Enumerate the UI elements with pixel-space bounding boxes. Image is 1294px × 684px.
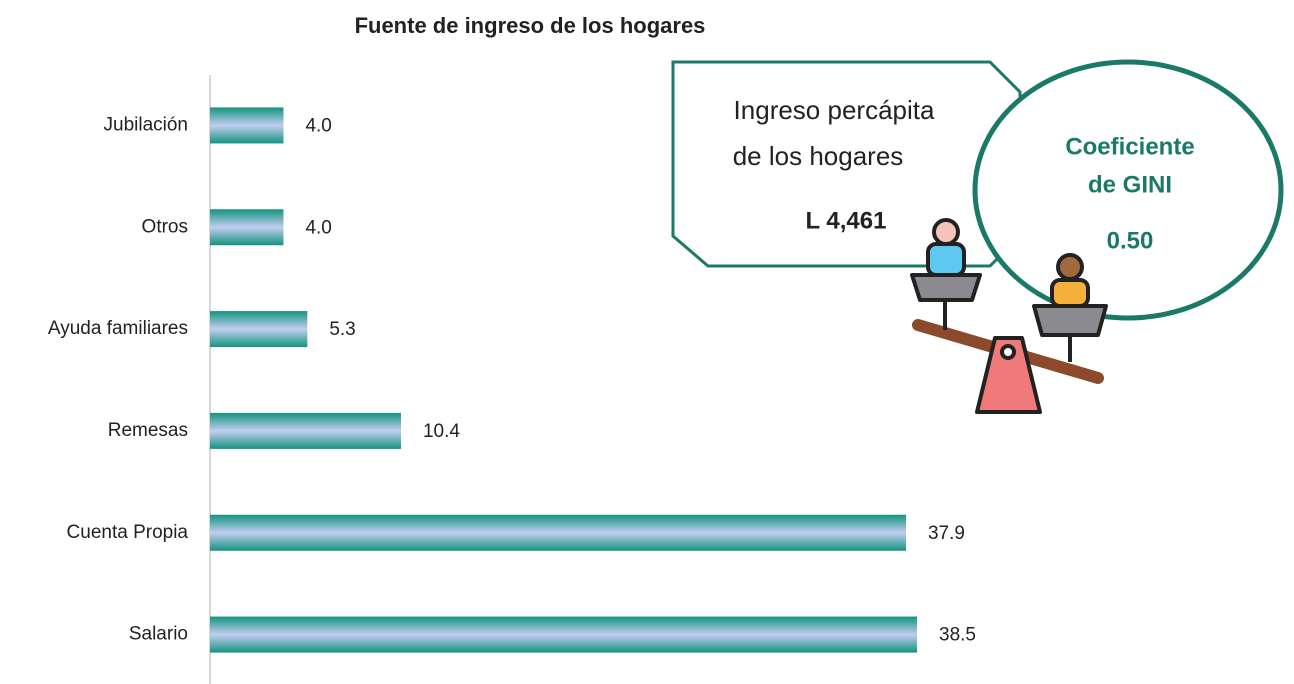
scale-icon	[910, 218, 1108, 414]
gini-text: de GINI	[1088, 171, 1172, 198]
gini-text: Coeficiente	[1065, 133, 1194, 160]
chart-title: Fuente de ingreso de los hogares	[355, 13, 706, 38]
gini-value: 0.50	[1107, 227, 1154, 254]
bar	[210, 311, 308, 348]
y-tick-label: Ayuda familiares	[48, 318, 188, 339]
callout-text: Ingreso percápita	[734, 95, 935, 125]
bar	[210, 616, 917, 653]
data-label: 4.0	[305, 115, 331, 136]
y-tick-label: Otros	[142, 216, 188, 237]
data-label: 4.0	[305, 217, 331, 238]
data-label: 10.4	[423, 421, 460, 442]
data-label: 5.3	[329, 319, 355, 340]
callout-text: de los hogares	[733, 141, 904, 171]
bar	[210, 209, 284, 246]
y-tick-label: Jubilación	[104, 114, 189, 135]
bar	[210, 412, 401, 449]
y-tick-label: Cuenta Propia	[67, 522, 189, 543]
bar	[210, 107, 284, 144]
y-tick-label: Salario	[129, 624, 188, 645]
callout-value: L 4,461	[806, 207, 887, 234]
y-tick-label: Remesas	[108, 420, 188, 441]
bar	[210, 514, 906, 551]
data-label: 37.9	[928, 523, 965, 544]
data-label: 38.5	[939, 625, 976, 646]
gini-circle	[972, 59, 1284, 321]
